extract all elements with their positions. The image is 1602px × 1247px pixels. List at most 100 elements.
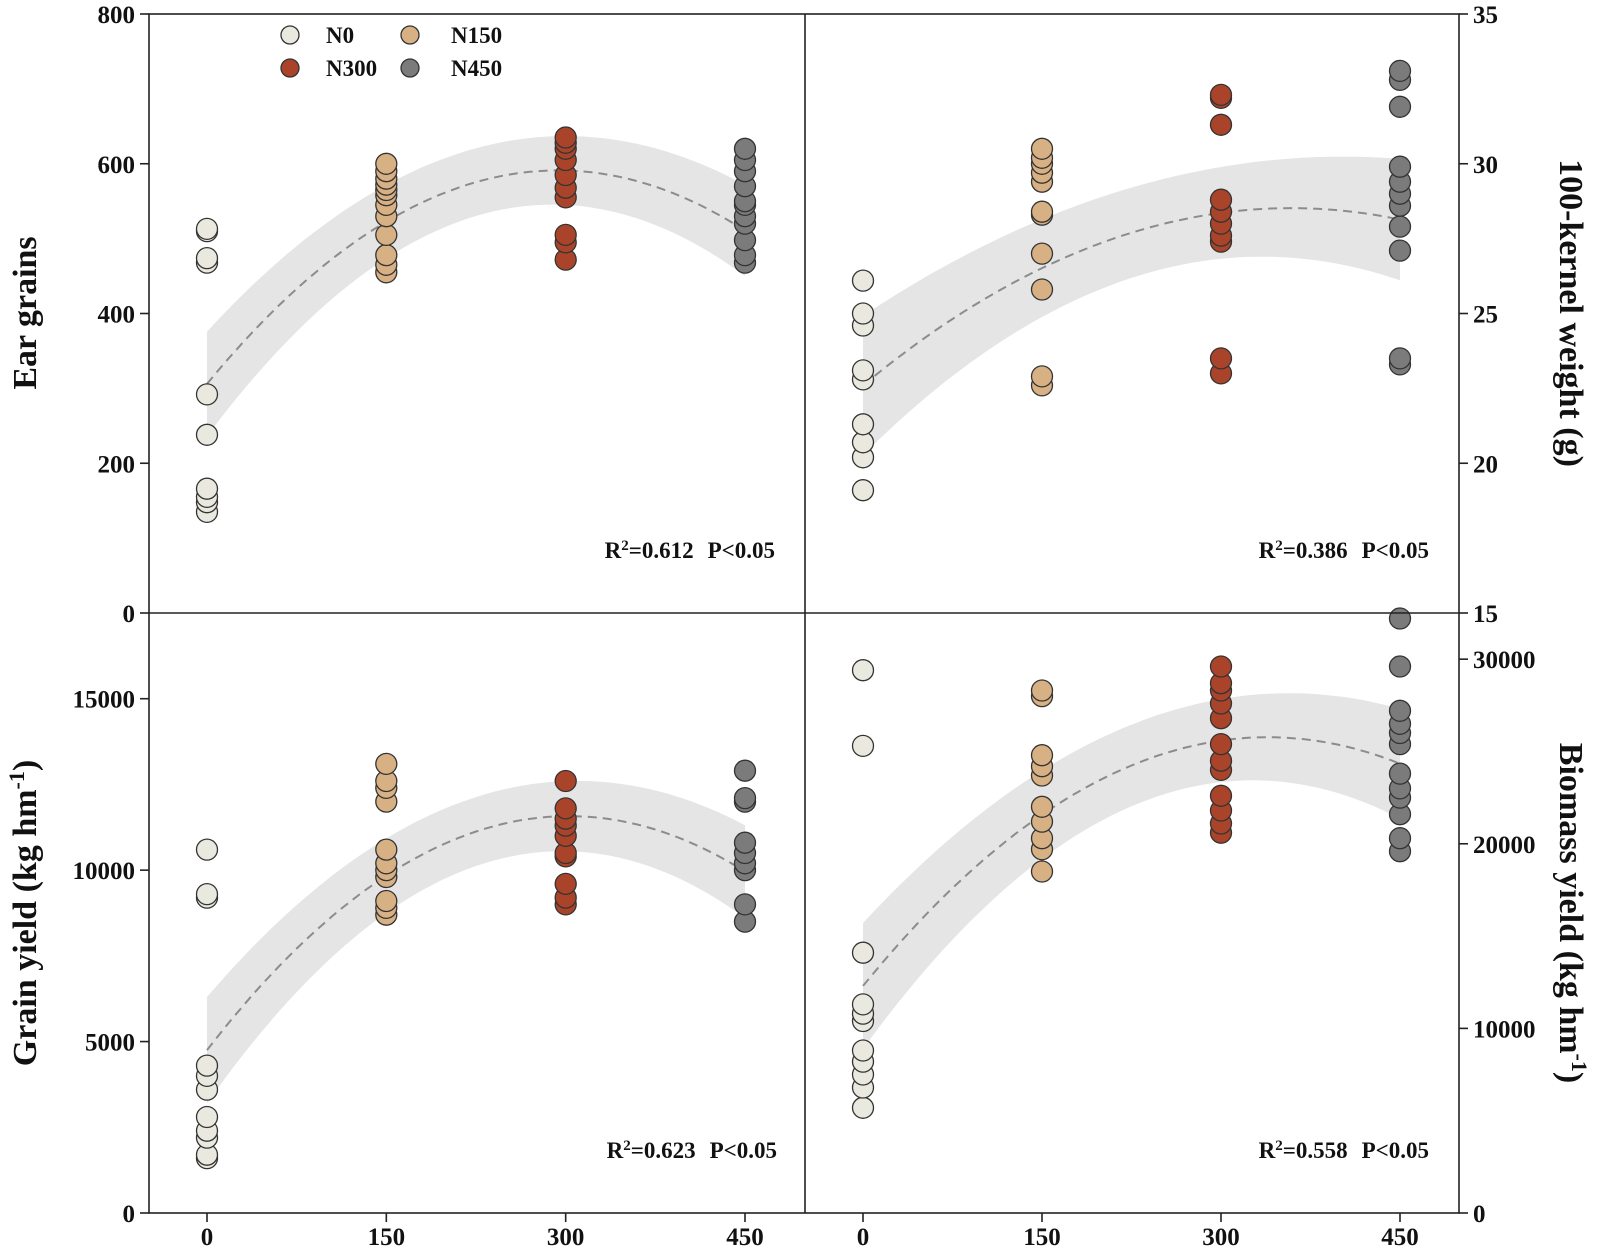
axis-ticks (140, 13, 1468, 1222)
ytick-label-top-left-3: 600 (98, 152, 136, 179)
point-top-left-n0-3 (195, 477, 219, 500)
point-top-right-n450-7 (1388, 155, 1412, 178)
point-bottom-right-n300-6 (1209, 732, 1233, 756)
xtick-label-bottom-left-2: 300 (547, 1224, 585, 1247)
stat-p-bottom-right: P<0.05 (1362, 1138, 1429, 1163)
point-bottom-left-n300-8 (554, 797, 577, 820)
stat-r-top-right: R (1259, 538, 1276, 563)
point-top-right-n450-1 (1388, 347, 1412, 370)
point-bottom-left-n450-5 (733, 831, 757, 854)
confidence-band-top-right (863, 156, 1400, 455)
xtick-label-bottom-right-1: 150 (1023, 1224, 1061, 1247)
point-top-right-n450-10 (1388, 59, 1412, 83)
point-bottom-right-n150-9 (1030, 679, 1054, 702)
ytick-label-top-left-0: 0 (123, 601, 136, 628)
stat-sup-top-right: 2 (1275, 538, 1283, 554)
point-bottom-right-n0-0 (851, 1096, 875, 1119)
legend-swatch-n450 (400, 58, 420, 78)
xtick-label-bottom-left-1: 150 (368, 1224, 406, 1247)
point-top-left-n0-5 (195, 383, 219, 406)
point-top-right-n300-7 (1209, 113, 1233, 136)
stat-sup-bottom-left: 2 (623, 1138, 631, 1154)
point-bottom-right-n450-9 (1388, 699, 1412, 722)
point-bottom-left-n300-9 (554, 769, 577, 793)
stat-sup-bottom-right: 2 (1275, 1138, 1283, 1154)
point-bottom-right-n450-1 (1388, 827, 1412, 850)
point-top-right-n150-3 (1030, 242, 1054, 265)
legend-label-n300: N300 (326, 56, 377, 81)
point-bottom-left-n0-4 (195, 1105, 219, 1129)
ytick-label-top-left-1: 200 (98, 451, 136, 478)
point-bottom-left-n150-2 (375, 889, 398, 913)
point-top-right-n0-3 (851, 413, 875, 436)
point-bottom-left-n0-9 (195, 882, 219, 906)
ytick-label-bottom-left-2: 10000 (73, 858, 136, 885)
legend-label-n450: N450 (451, 56, 502, 81)
ytick-label-top-left-2: 400 (98, 302, 136, 329)
stat-r2-top-left: =0.612 (629, 538, 694, 563)
stat-sup-top-left: 2 (621, 538, 629, 554)
point-top-left-n150-3 (375, 223, 398, 247)
point-bottom-right-n0-7 (851, 993, 875, 1016)
stat-r2-bottom-left: =0.623 (631, 1138, 696, 1163)
legend: N0 N150 N300 N450 (280, 23, 502, 81)
point-bottom-right-n0-10 (851, 659, 875, 682)
point-bottom-right-n450-11 (1388, 607, 1412, 630)
point-top-right-n300-9 (1209, 83, 1233, 107)
legend-swatch-n0 (280, 25, 300, 45)
stat-r2-top-right: =0.386 (1283, 538, 1348, 563)
point-bottom-left-n300-2 (554, 872, 577, 896)
point-bottom-right-n0-9 (851, 734, 875, 758)
legend-label-n150: N150 (451, 23, 502, 48)
point-top-right-n0-0 (851, 479, 875, 502)
stat-annotation-top-right: R2=0.386 P<0.05 (1259, 538, 1429, 563)
point-bottom-left-n450-7 (733, 786, 757, 810)
point-top-left-n150-11 (375, 152, 398, 175)
point-top-right-n0-8 (851, 269, 875, 292)
point-top-right-n300-1 (1209, 347, 1233, 370)
stat-p-top-left: P<0.05 (708, 538, 775, 563)
point-top-right-n0-7 (851, 302, 875, 325)
point-bottom-left-n150-10 (375, 752, 398, 776)
ytick-label-top-right-2: 25 (1473, 302, 1498, 329)
point-bottom-left-n150-6 (375, 838, 398, 861)
ylabel-grain-yield-sup: -1 (4, 771, 29, 789)
point-bottom-left-n450-1 (733, 893, 757, 916)
point-bottom-right-n150-7 (1030, 744, 1054, 767)
ylabel-biomass-yield-main: Biomass yield (kg hm (1552, 743, 1589, 1054)
fit-curve-bottom-left (206, 815, 746, 1051)
legend-swatch-n150 (400, 25, 420, 45)
point-bottom-right-n300-3 (1209, 784, 1233, 807)
point-top-right-n450-8 (1388, 95, 1412, 118)
point-top-left-n300-9 (554, 126, 577, 149)
stat-annotation-bottom-right: R2=0.558 P<0.05 (1259, 1138, 1429, 1163)
stat-r-top-left: R (605, 538, 622, 563)
ytick-label-top-right-0: 15 (1473, 601, 1498, 628)
ylabel-grain-yield-end: ) (7, 760, 44, 771)
stat-r-bottom-left: R (607, 1138, 624, 1163)
point-bottom-right-n0-4 (851, 1039, 875, 1062)
stat-r-bottom-right: R (1259, 1138, 1276, 1163)
point-top-right-n150-1 (1030, 365, 1054, 388)
point-top-left-n300-2 (554, 223, 577, 247)
stat-r2-bottom-right: =0.558 (1283, 1138, 1348, 1163)
point-bottom-right-n150-4 (1030, 795, 1054, 818)
stat-p-bottom-left: P<0.05 (710, 1138, 777, 1163)
ylabel-biomass-yield-sup: -1 (1568, 1054, 1593, 1072)
xtick-label-bottom-right-0: 0 (857, 1224, 870, 1247)
stat-annotation-top-left: R2=0.612 P<0.05 (605, 538, 775, 563)
confidence-band-bottom-right (863, 693, 1400, 1049)
confidence-band-top-left (207, 136, 745, 437)
ytick-label-top-left-4: 800 (98, 2, 136, 29)
point-bottom-right-n450-10 (1388, 655, 1412, 678)
stat-p-top-right: P<0.05 (1362, 538, 1429, 563)
xtick-label-bottom-left-0: 0 (201, 1224, 214, 1247)
point-top-right-n450-2 (1388, 239, 1412, 262)
ylabel-grain-yield-main: Grain yield (kg hm (7, 789, 44, 1066)
point-top-right-n150-2 (1030, 278, 1054, 301)
point-top-left-n150-2 (375, 243, 398, 267)
legend-swatch-n300 (280, 58, 300, 78)
ylabel-biomass-yield: Biomass yield (kg hm-1) (1552, 743, 1593, 1083)
ylabel-grain-yield: Grain yield (kg hm-1) (4, 760, 45, 1066)
ytick-label-top-right-1: 20 (1473, 451, 1498, 478)
